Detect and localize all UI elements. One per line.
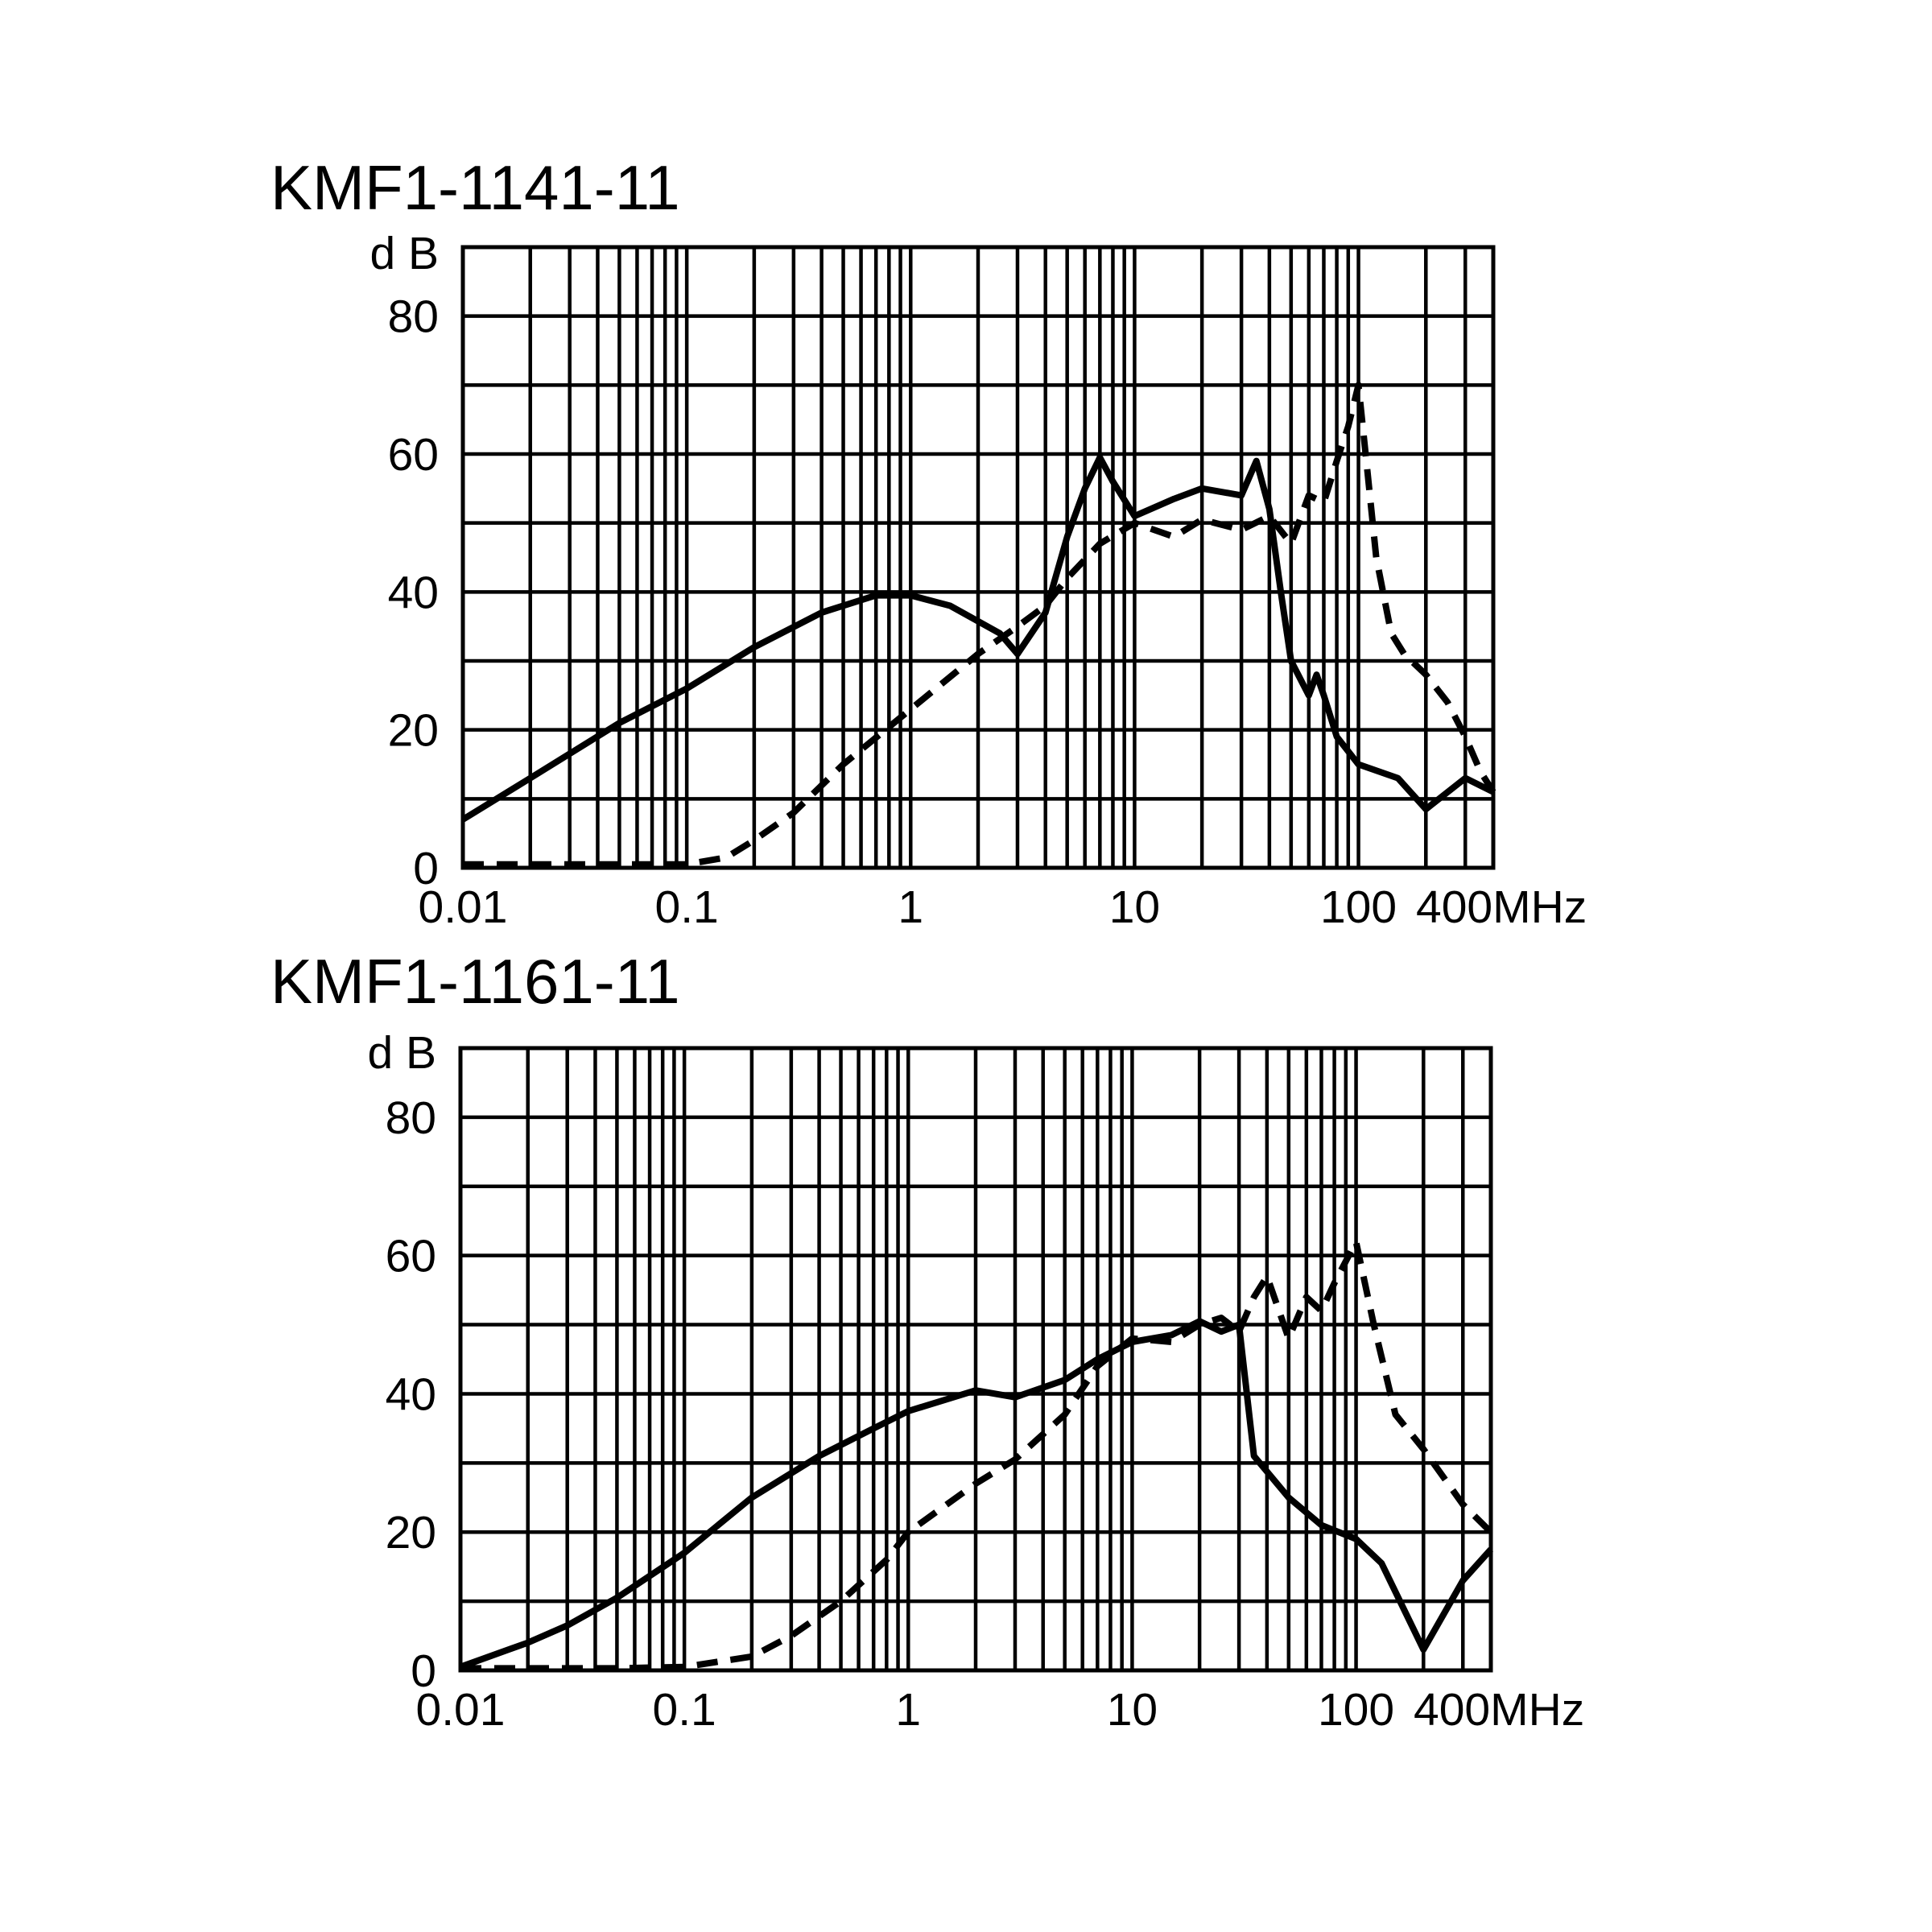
x-tick-label: 10: [1107, 1684, 1158, 1736]
x-tick-label: 0.1: [655, 881, 719, 933]
plot-area: 0 20 40 60 80 0.01 0.1 1 10 100 400MHz: [386, 1046, 1584, 1736]
y-unit-label: d B: [367, 1027, 436, 1079]
plot-area: 0 20 40 60 80 0.01 0.1 1 10 100 400MHz: [388, 245, 1587, 933]
y-tick-label: 0: [413, 843, 439, 894]
plot-frame: [458, 1046, 1493, 1673]
solid-series-line: [459, 1318, 1493, 1670]
y-tick-label: 20: [386, 1507, 436, 1558]
y-tick-label: 20: [388, 705, 439, 757]
x-tick-label: 0.01: [416, 1684, 506, 1736]
y-tick-label: 80: [386, 1092, 436, 1144]
y-tick-label: 40: [386, 1368, 436, 1420]
y-tick-label: 60: [388, 429, 439, 481]
chart-title: KMF1-1161-11: [270, 946, 680, 1017]
x-tick-label: 400MHz: [1416, 881, 1587, 933]
x-tick-label: 400MHz: [1414, 1684, 1584, 1736]
chart-title: KMF1-1141-11: [270, 152, 680, 223]
chart-panel-bottom: KMF1-1161-11 d B 0 20 40 60 80 0.01 0.1 1 10 100 4…: [270, 946, 1584, 1736]
x-tick-label: 100: [1320, 881, 1397, 933]
x-tick-label: 0.01: [419, 881, 508, 933]
y-tick-label: 60: [386, 1231, 436, 1282]
y-unit-label: d B: [369, 228, 439, 279]
x-tick-label: 10: [1109, 881, 1160, 933]
solid-series-line: [460, 454, 1495, 823]
y-tick-label: 0: [411, 1645, 436, 1697]
x-tick-label: 1: [895, 1684, 921, 1736]
x-tick-label: 100: [1318, 1684, 1394, 1736]
y-tick-label: 40: [388, 567, 439, 618]
x-tick-label: 0.1: [653, 1684, 716, 1736]
y-tick-label: 80: [388, 291, 439, 343]
dashed-series-line: [460, 1238, 1493, 1672]
x-tick-label: 1: [898, 881, 923, 933]
chart-panel-top: KMF1-1141-11 d B 0 20 40 60 80 0.01 0.1 1 10 100 4…: [270, 152, 1587, 933]
dashed-series-line: [463, 382, 1496, 868]
plot-frame: [460, 245, 1496, 870]
